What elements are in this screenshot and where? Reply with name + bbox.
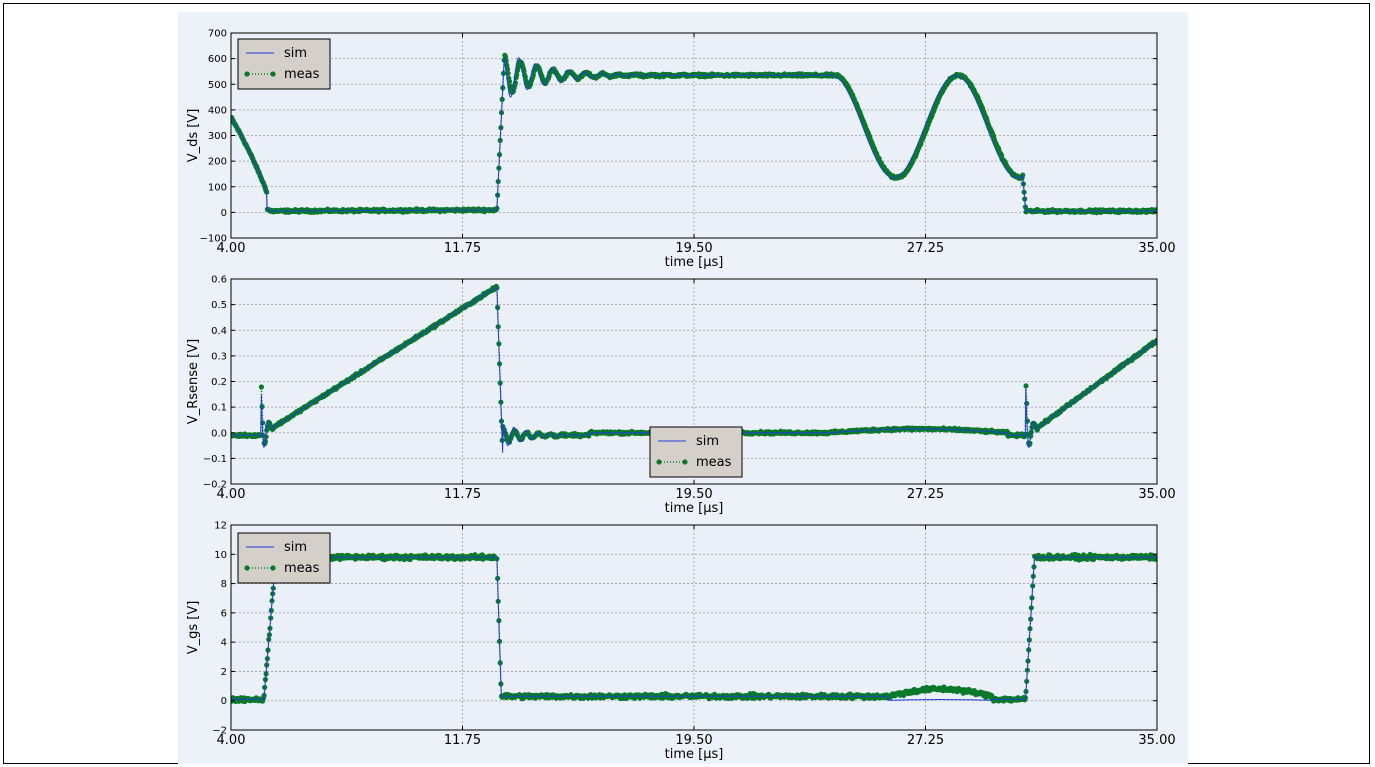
y-tick-label: 0.2 (211, 377, 227, 388)
x-tick-label: 4.00 (217, 241, 246, 256)
legend-meas-marker (270, 71, 276, 77)
series-sim-line (231, 556, 1157, 701)
x-tick-label: 4.00 (217, 487, 246, 502)
x-tick-label: 19.50 (675, 733, 712, 748)
y-tick-label: −2 (212, 726, 227, 737)
x-axis-label: time [µs] (665, 501, 724, 516)
series-group (231, 52, 1157, 216)
y-tick-label: 4 (221, 638, 227, 649)
legend: sim meas (237, 38, 331, 90)
y-tick-label: 2 (221, 667, 227, 678)
legend-sim-label: sim (284, 46, 307, 61)
y-tick-label: −0.1 (203, 454, 227, 465)
legend: sim meas (649, 426, 743, 478)
x-tick-label: 11.75 (444, 241, 481, 256)
meas-point (1023, 383, 1029, 389)
x-tick-label: 11.75 (444, 733, 481, 748)
y-tick-label: 0 (221, 696, 227, 707)
y-axis-label: V_ds [V] (186, 109, 201, 163)
legend-meas-marker (244, 71, 250, 77)
meas-point (1024, 418, 1030, 424)
y-tick-label: 10 (214, 550, 227, 561)
legend-meas-label: meas (284, 67, 320, 82)
x-axis-label: time [µs] (665, 747, 724, 762)
meas-point (506, 78, 513, 85)
legend-meas-marker (244, 565, 250, 571)
legend-sim-label: sim (284, 540, 307, 555)
meas-point (258, 384, 264, 390)
x-tick-label: 19.50 (675, 487, 712, 502)
x-tick-label: 4.00 (217, 733, 246, 748)
series-group (231, 551, 1157, 705)
y-tick-label: 0.3 (211, 351, 227, 362)
y-axis-label: V_gs [V] (186, 601, 201, 655)
y-tick-label: 600 (208, 54, 227, 65)
x-tick-label: 27.25 (907, 733, 944, 748)
y-tick-label: 100 (208, 182, 227, 193)
legend: sim meas (237, 532, 331, 584)
legend-meas-marker (682, 459, 688, 465)
legend-box (237, 38, 331, 90)
y-tick-label: 12 (214, 521, 227, 532)
legend-box (237, 532, 331, 584)
y-tick-label: 0.0 (211, 428, 227, 439)
y-tick-label: 0.6 (211, 275, 227, 286)
legend-sim-label: sim (696, 434, 719, 449)
legend-meas-label: meas (284, 561, 320, 576)
x-tick-label: 11.75 (444, 487, 481, 502)
chart-panel-2: −0.2 −0.1 0.0 0.1 0.2 0.3 0.4 0.5 0.6 4.00 11.75 19… (186, 275, 1176, 517)
y-tick-label: 400 (208, 105, 227, 116)
chart-panel-3: −2 0 2 4 6 8 10 12 4.00 11.75 19.50 27.25 35.00 time … (186, 521, 1176, 763)
x-tick-label: 35.00 (1138, 733, 1175, 748)
y-tick-label: 200 (208, 157, 227, 168)
x-tick-label: 27.25 (907, 241, 944, 256)
legend-meas-marker (656, 459, 662, 465)
legend-box (649, 426, 743, 478)
y-tick-label: 6 (221, 608, 227, 619)
y-tick-label: 300 (208, 131, 227, 142)
x-tick-label: 27.25 (907, 487, 944, 502)
x-tick-label: 35.00 (1138, 241, 1175, 256)
series-sim-line (231, 56, 1157, 212)
legend-meas-label: meas (696, 455, 732, 470)
chart-panel-1: −100 0 100 200 300 400 500 600 700 4.00 11.75 19.50… (186, 29, 1176, 271)
y-tick-label: 0.4 (211, 326, 227, 337)
y-tick-label: 8 (221, 579, 227, 590)
legend-meas-marker (270, 565, 276, 571)
x-tick-label: 35.00 (1138, 487, 1175, 502)
y-axis-label: V_Rsense [V] (186, 339, 201, 424)
y-tick-label: 500 (208, 80, 227, 91)
y-tick-label: −100 (200, 234, 227, 245)
plot-area (231, 33, 1157, 238)
y-tick-label: 0.5 (211, 300, 227, 311)
y-tick-label: 0 (221, 208, 227, 219)
x-tick-label: 19.50 (675, 241, 712, 256)
y-tick-label: 700 (208, 29, 227, 40)
y-tick-label: 0.1 (211, 403, 227, 414)
x-axis-label: time [µs] (665, 255, 724, 270)
y-tick-label: −0.2 (203, 480, 227, 491)
